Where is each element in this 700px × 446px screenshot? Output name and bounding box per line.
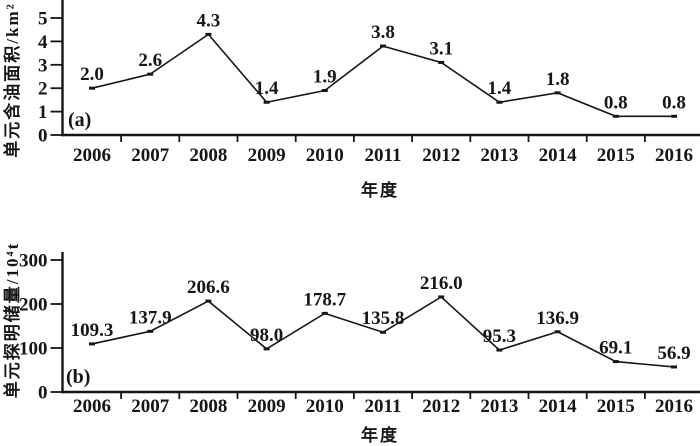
x-tick-label: 2013 xyxy=(480,145,518,166)
chart-panel-b: 0 100 200 300 2006 109.3 2007 137.9 2008 206.6 200… xyxy=(2,242,700,445)
x-tick-label: 2009 xyxy=(248,145,286,166)
y-tick-label: 0 xyxy=(38,383,48,404)
x-tick-label: 2014 xyxy=(539,145,578,166)
y-tick-label: 2 xyxy=(38,79,48,100)
value-label: 2.6 xyxy=(138,50,162,71)
value-label: 136.9 xyxy=(536,308,579,329)
x-tick-label: 2013 xyxy=(480,396,518,417)
x-tick-label: 2011 xyxy=(365,145,402,166)
value-label: 216.0 xyxy=(420,273,463,294)
x-tick-label: 2007 xyxy=(131,396,170,417)
x-tick-label: 2009 xyxy=(248,396,286,417)
y-tick-label: 3 xyxy=(38,55,48,76)
x-tick-label: 2012 xyxy=(422,396,460,417)
y-tick-label: 5 xyxy=(38,9,48,30)
value-label: 4.3 xyxy=(197,10,221,31)
value-label: 0.8 xyxy=(604,92,628,113)
x-tick-label: 2008 xyxy=(189,396,227,417)
data-line xyxy=(91,33,674,118)
value-label: 3.8 xyxy=(371,22,395,43)
x-tick-label: 2006 xyxy=(73,396,111,417)
x-tick-label: 2014 xyxy=(539,396,578,417)
value-label: 0.8 xyxy=(662,92,686,113)
x-tick-label: 2006 xyxy=(73,145,111,166)
value-label: 109.3 xyxy=(71,320,114,341)
chart-panel-a: 0 12 345 2006 2.0 2007 2.6 2008 4.3 2009 1.4 2010 1.… xyxy=(2,0,700,200)
x-tick-label: 2008 xyxy=(189,145,227,166)
value-label: 137.9 xyxy=(129,307,172,328)
x-tick-label: 2010 xyxy=(306,396,344,417)
value-label: 1.9 xyxy=(313,67,337,88)
value-label: 135.8 xyxy=(362,308,405,329)
x-tick-label: 2015 xyxy=(597,396,635,417)
value-label: 69.1 xyxy=(599,338,632,359)
y-axis-title: 单元探明储量/10⁴t xyxy=(2,242,22,398)
value-label: 1.8 xyxy=(546,69,570,90)
x-tick-label: 2016 xyxy=(655,396,693,417)
y-tick-label: 4 xyxy=(38,32,48,53)
value-label: 178.7 xyxy=(303,289,346,310)
value-label: 56.9 xyxy=(657,343,690,364)
value-label: 1.4 xyxy=(255,78,279,99)
y-tick-label: 0 xyxy=(38,126,48,147)
y-tick-label: 300 xyxy=(19,251,48,272)
x-axis-title: 年度 xyxy=(361,180,399,200)
x-axis-title: 年度 xyxy=(361,425,399,445)
value-label: 98.0 xyxy=(250,325,283,346)
x-tick-label: 2016 xyxy=(655,145,693,166)
x-tick-label: 2012 xyxy=(422,145,460,166)
x-tick-label: 2007 xyxy=(131,145,170,166)
panel-label: (b) xyxy=(66,366,90,388)
x-tick-label: 2011 xyxy=(365,396,402,417)
x-tick-label: 2015 xyxy=(597,145,635,166)
panel-label: (a) xyxy=(68,109,91,131)
value-label: 2.0 xyxy=(80,64,104,85)
value-label: 206.6 xyxy=(187,277,230,298)
y-axis-title: 单元含油面积/km² xyxy=(2,2,22,157)
value-label: 95.3 xyxy=(483,326,516,347)
data-line xyxy=(91,295,675,368)
y-tick-label: 1 xyxy=(38,102,48,123)
x-tick-label: 2010 xyxy=(306,145,344,166)
y-tick-label: 100 xyxy=(19,339,48,360)
value-label: 1.4 xyxy=(488,78,512,99)
value-label: 3.1 xyxy=(429,38,453,59)
y-tick-label: 200 xyxy=(19,295,48,316)
